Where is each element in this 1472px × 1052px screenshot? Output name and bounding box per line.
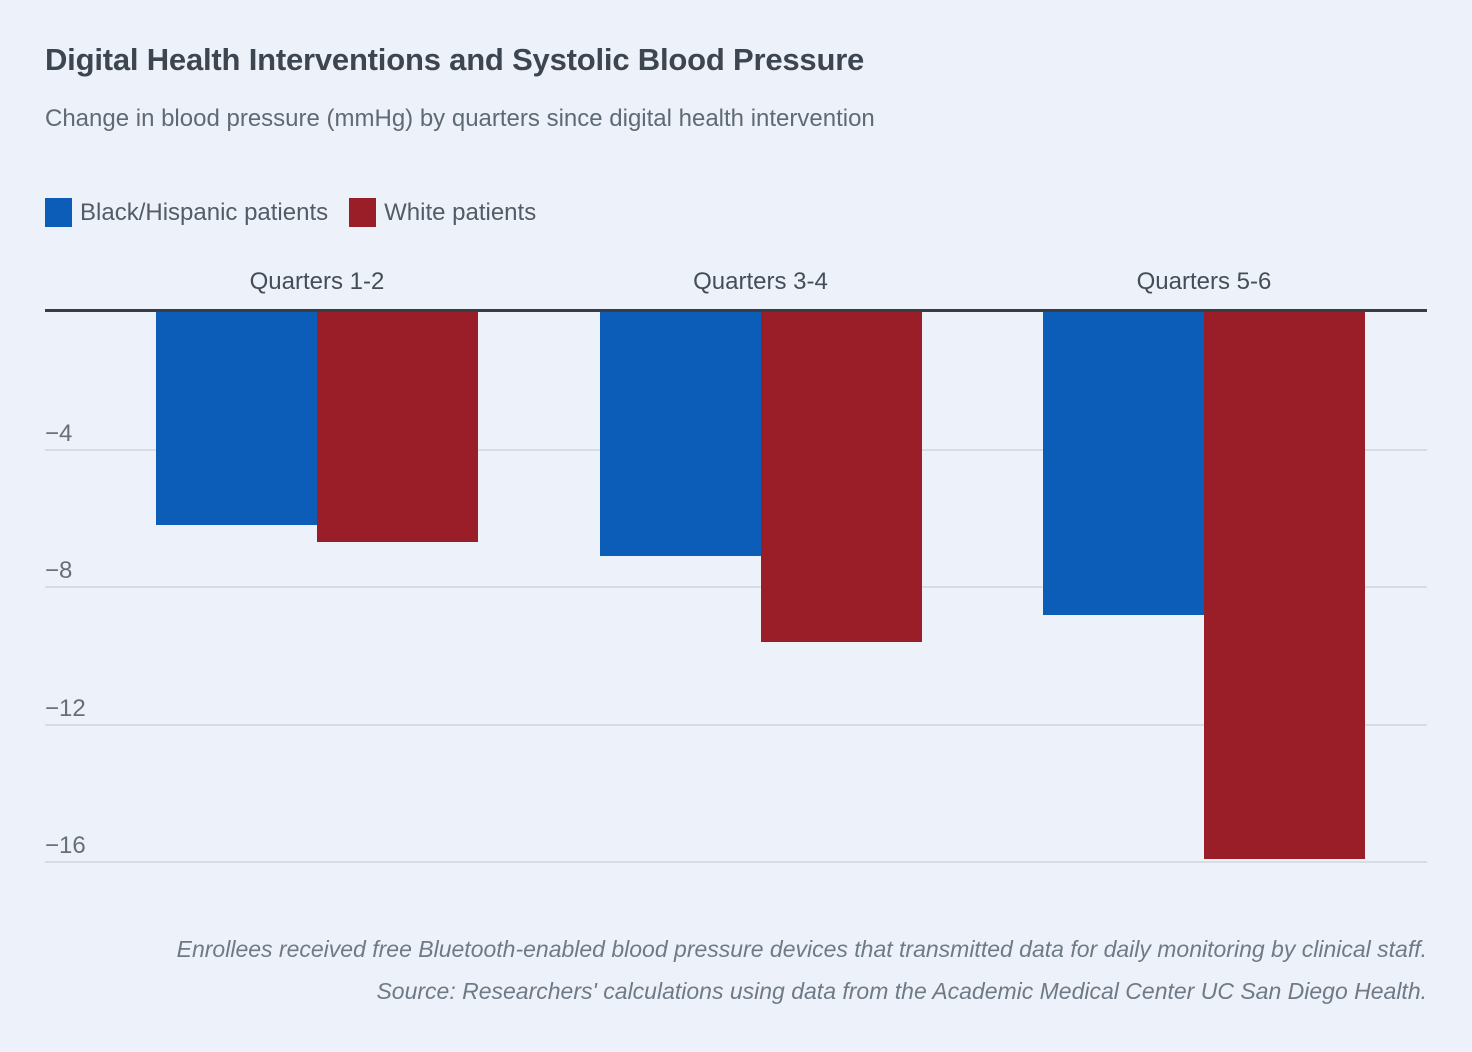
bar-black-hispanic-2 — [1043, 312, 1204, 615]
chart-subtitle: Change in blood pressure (mmHg) by quart… — [45, 105, 875, 132]
gridline — [45, 586, 1427, 589]
y-tick-label: −12 — [45, 694, 86, 722]
gridline — [45, 861, 1427, 864]
bar-white-1 — [760, 312, 922, 643]
bar-chart-plot-area: −4 −8 −12 −16 — [45, 309, 1427, 909]
footnote-line: Enrollees received free Bluetooth-enable… — [176, 936, 1427, 962]
y-tick-label: −4 — [45, 419, 73, 447]
category-label: Quarters 5-6 — [1136, 268, 1272, 295]
legend-item-0: Black/Hispanic patients — [45, 198, 328, 227]
category-label: Quarters 1-2 — [249, 268, 385, 295]
bar-white-2 — [1204, 312, 1365, 859]
bar-black-hispanic-1 — [599, 312, 761, 557]
legend-label: Black/Hispanic patients — [80, 198, 329, 226]
bar-black-hispanic-0 — [156, 312, 317, 526]
category-labels: Quarters 1-2 Quarters 3-4 Quarters 5-6 — [45, 268, 1427, 298]
y-tick-label: −16 — [45, 832, 86, 860]
chart-title: Digital Health Interventions and Systoli… — [45, 42, 865, 77]
source-line: Source: Researchers' calculations using … — [376, 978, 1427, 1004]
legend: Black/Hispanic patients White patients — [45, 198, 536, 227]
category-label: Quarters 3-4 — [693, 268, 828, 295]
bar-white-0 — [317, 312, 478, 543]
zero-baseline — [45, 309, 1427, 312]
legend-swatch-icon — [45, 198, 72, 227]
y-tick-label: −8 — [45, 557, 73, 585]
legend-item-1: White patients — [349, 198, 536, 227]
legend-label: White patients — [384, 198, 537, 226]
legend-swatch-icon — [349, 198, 377, 227]
gridline — [45, 723, 1427, 726]
chart-footnotes: Enrollees received free Bluetooth-enable… — [45, 934, 1427, 1018]
